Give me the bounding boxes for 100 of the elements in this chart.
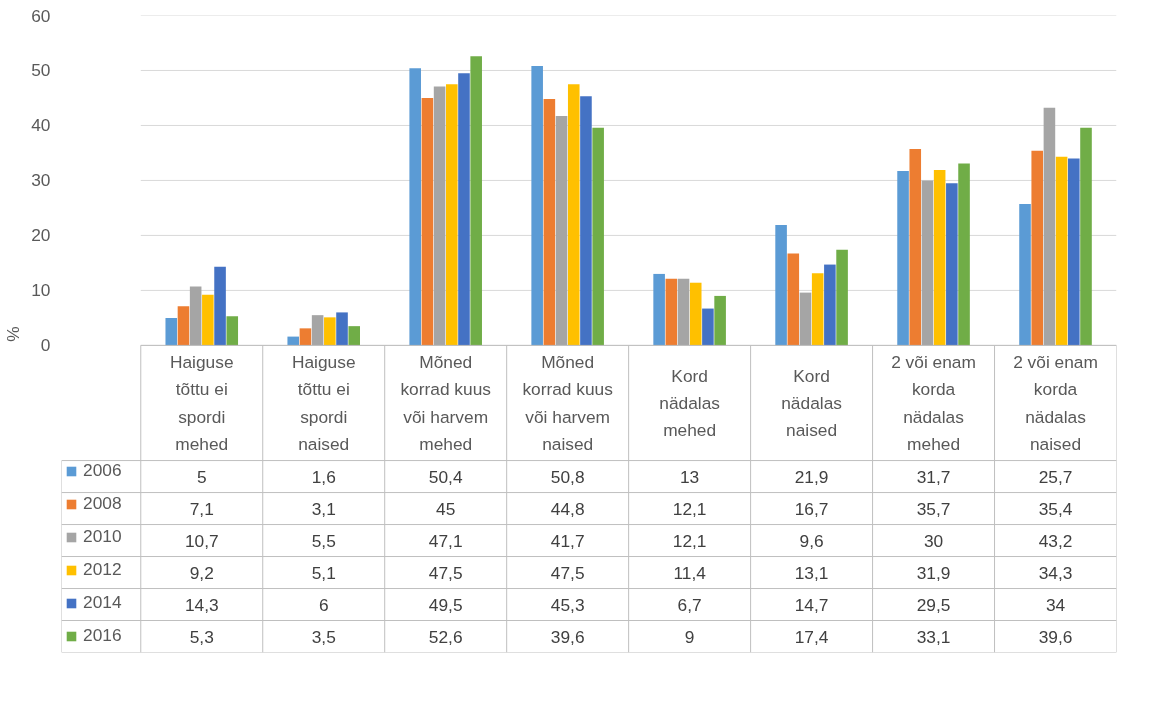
data-label: 44,8 (550, 498, 585, 519)
x-tick-label: Kord nädalas mehed (659, 365, 721, 441)
data-label: 3,1 (311, 498, 336, 519)
data-label: 50,8 (550, 466, 585, 487)
data-label: 9 (684, 626, 695, 647)
bar (1080, 127, 1092, 346)
bar (165, 317, 178, 346)
data-label: 12,1 (672, 498, 707, 519)
bar (226, 316, 239, 346)
data-label: 39,6 (1038, 626, 1073, 647)
bar (580, 96, 592, 346)
bar (299, 328, 312, 346)
bar (1031, 150, 1044, 346)
data-label: 30 (923, 530, 944, 551)
bar (446, 84, 458, 346)
legend-label: 2010 (83, 526, 122, 547)
bar (946, 183, 958, 346)
bar (1019, 204, 1031, 346)
bar (702, 308, 714, 346)
data-label: 5,5 (311, 530, 336, 551)
data-label: 45,3 (550, 594, 585, 615)
data-label: 45 (436, 498, 456, 519)
data-label: 25,7 (1038, 466, 1073, 487)
data-label: 11,4 (673, 562, 707, 583)
legend-label: 2006 (83, 460, 122, 481)
bar (567, 84, 580, 346)
bar (311, 315, 324, 346)
x-tick-label: 2 või enam korda nädalas mehed (891, 352, 976, 454)
bar (909, 149, 922, 346)
bar (348, 326, 361, 346)
data-label: 6 (318, 594, 329, 615)
data-label: 21,9 (794, 466, 829, 487)
bar (811, 273, 824, 346)
data-label: 9,2 (189, 562, 214, 583)
data-label: 34,3 (1038, 562, 1073, 583)
x-tick-label: Haiguse tõttu ei spordi naised (291, 352, 356, 454)
data-label: 31,9 (916, 562, 951, 583)
data-label: 13 (679, 466, 700, 487)
data-label: 3,5 (311, 626, 336, 647)
legend-label: 2016 (83, 625, 122, 646)
bar (409, 68, 421, 346)
bar (202, 294, 214, 346)
bar (921, 180, 934, 346)
bar (421, 97, 434, 346)
legend-label: 2014 (83, 592, 122, 613)
bar (592, 127, 604, 346)
bar (287, 336, 300, 346)
data-label: 49,5 (428, 594, 463, 615)
bar (433, 86, 446, 346)
data-label: 14,3 (184, 594, 219, 615)
y-tick-label: 30 (31, 170, 51, 191)
bar (336, 312, 348, 346)
y-tick-label: 40 (31, 115, 51, 136)
bar (324, 317, 336, 346)
bar (1068, 158, 1080, 346)
bar (897, 171, 909, 346)
data-label: 13,1 (794, 562, 829, 583)
x-tick-label: 2 või enam korda nädalas naised (1013, 352, 1098, 454)
bar (714, 295, 726, 346)
data-label: 47,5 (550, 562, 585, 583)
bar (958, 163, 970, 346)
data-label: 43,2 (1038, 530, 1073, 551)
bar (543, 99, 556, 346)
bar (458, 73, 470, 346)
data-label: 14,7 (794, 594, 829, 615)
data-label: 39,6 (550, 626, 585, 647)
bar (933, 170, 946, 346)
x-tick-label: Mõned korrad kuus või harvem naised (522, 352, 614, 454)
data-label: 47,1 (428, 530, 463, 551)
data-label: 9,6 (799, 530, 824, 551)
bar (787, 253, 800, 346)
legend-label: 2012 (83, 559, 122, 580)
bar (214, 266, 226, 346)
x-tick-label: Haiguse tõttu ei spordi mehed (169, 352, 234, 454)
bar (470, 56, 482, 346)
y-tick-label: 10 (31, 280, 51, 301)
data-label: 6,7 (677, 594, 702, 615)
data-label: 52,6 (428, 626, 463, 647)
bar (836, 249, 848, 346)
data-label: 50,4 (428, 466, 463, 487)
data-label: 17,4 (794, 626, 829, 647)
data-label: 47,5 (428, 562, 463, 583)
bar (689, 282, 702, 346)
bar (824, 264, 836, 346)
data-label: 34 (1045, 594, 1066, 615)
data-label: 41,7 (550, 530, 585, 551)
bar (1055, 156, 1068, 346)
bar (775, 224, 787, 346)
bar (1043, 107, 1056, 346)
data-label: 29,5 (916, 594, 951, 615)
data-label: 7,1 (189, 498, 214, 519)
y-tick-label: 0 (40, 335, 51, 356)
bar (531, 66, 543, 346)
y-tick-label: 20 (31, 225, 51, 246)
data-label: 5 (196, 466, 207, 487)
y-axis-title: % (3, 326, 24, 342)
y-tick-label: 50 (31, 60, 51, 81)
data-label: 10,7 (184, 530, 219, 551)
data-label: 5,3 (189, 626, 214, 647)
bar (799, 292, 812, 346)
